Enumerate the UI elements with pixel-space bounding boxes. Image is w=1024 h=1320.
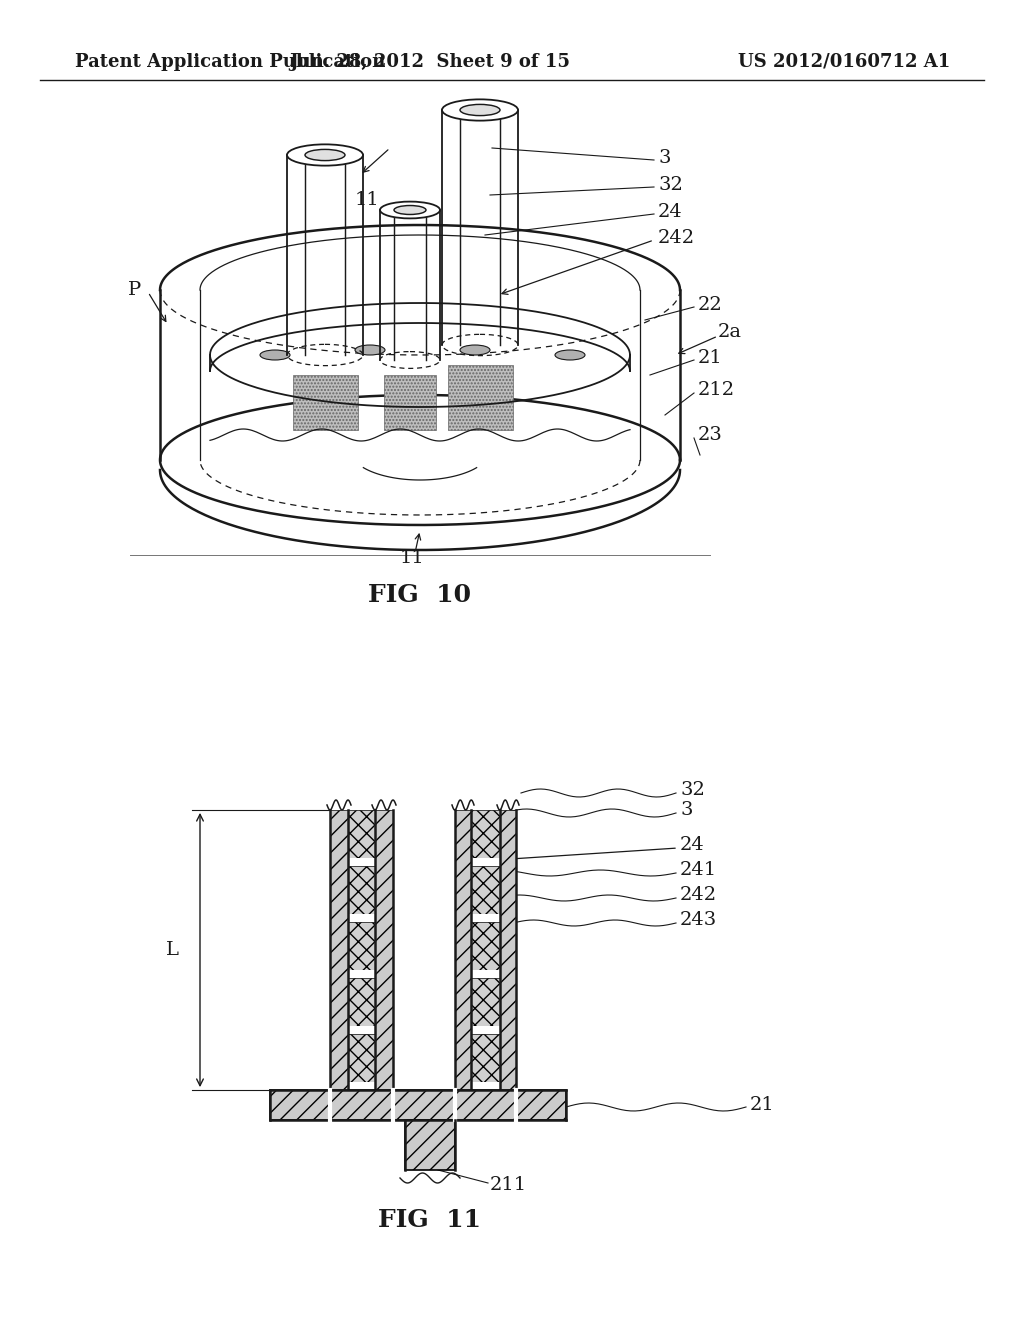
Bar (348, 913, 375, 921)
Bar (455, 810, 471, 1090)
Bar (471, 913, 500, 921)
Ellipse shape (260, 350, 290, 360)
Bar (348, 921, 375, 970)
Ellipse shape (355, 345, 385, 355)
Bar (471, 921, 500, 970)
Bar (384, 375, 436, 430)
Text: 2a: 2a (718, 323, 742, 341)
Bar (471, 810, 500, 858)
Ellipse shape (305, 149, 345, 161)
Text: 212: 212 (698, 381, 735, 399)
Text: 11: 11 (400, 549, 425, 568)
Text: 11: 11 (355, 191, 380, 209)
Bar (330, 810, 348, 1090)
Bar (348, 1081, 375, 1090)
Text: 24: 24 (680, 836, 705, 854)
Text: L: L (166, 941, 178, 960)
Text: Jun. 28, 2012  Sheet 9 of 15: Jun. 28, 2012 Sheet 9 of 15 (290, 53, 570, 71)
Text: 242: 242 (680, 886, 717, 904)
Text: Patent Application Publication: Patent Application Publication (75, 53, 385, 71)
Text: US 2012/0160712 A1: US 2012/0160712 A1 (737, 53, 950, 71)
Bar (375, 810, 393, 1090)
Ellipse shape (555, 350, 585, 360)
Text: 3: 3 (658, 149, 671, 168)
Ellipse shape (380, 202, 440, 218)
Bar (471, 1081, 500, 1090)
Text: 242: 242 (658, 228, 695, 247)
Bar (471, 978, 500, 1026)
Text: 23: 23 (698, 426, 723, 444)
Bar (348, 810, 375, 858)
Bar (471, 970, 500, 978)
Bar (348, 858, 375, 866)
Text: 24: 24 (658, 203, 683, 220)
Bar (471, 858, 500, 866)
Ellipse shape (394, 206, 426, 214)
Bar (471, 1034, 500, 1081)
Text: P: P (128, 281, 141, 300)
Bar (471, 866, 500, 913)
Bar (406, 1119, 455, 1170)
Bar (348, 866, 375, 913)
Bar (348, 1034, 375, 1081)
Text: FIG  11: FIG 11 (379, 1208, 481, 1232)
Text: 22: 22 (698, 296, 723, 314)
Text: 243: 243 (680, 911, 717, 929)
Bar (471, 1026, 500, 1034)
Text: 3: 3 (680, 801, 692, 818)
Text: 21: 21 (698, 348, 723, 367)
Text: 241: 241 (680, 861, 717, 879)
Ellipse shape (442, 99, 518, 120)
Bar (270, 1090, 566, 1119)
Bar (348, 1026, 375, 1034)
Bar (293, 375, 357, 430)
Ellipse shape (460, 345, 490, 355)
Bar (500, 810, 516, 1090)
Text: 32: 32 (658, 176, 683, 194)
Text: FIG  10: FIG 10 (369, 583, 471, 607)
Text: 211: 211 (490, 1176, 527, 1195)
Ellipse shape (287, 144, 362, 165)
Bar (348, 970, 375, 978)
Ellipse shape (460, 104, 500, 116)
Bar (348, 978, 375, 1026)
Text: 21: 21 (750, 1096, 775, 1114)
Bar (447, 366, 512, 430)
Text: 32: 32 (680, 781, 705, 799)
